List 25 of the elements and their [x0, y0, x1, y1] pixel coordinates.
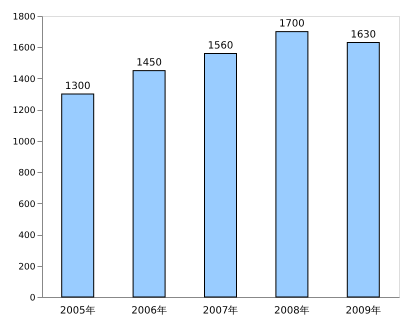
bar	[275, 31, 308, 298]
x-tick-label: 2009年	[346, 304, 382, 316]
y-tick-label: 1600	[12, 44, 36, 54]
y-tick-label: 800	[18, 168, 36, 179]
x-tick-label: 2008年	[274, 304, 310, 316]
bar	[61, 94, 94, 298]
y-tick-label: 1000	[12, 137, 36, 148]
data-label: 1450	[136, 58, 162, 69]
y-tick-label: 1800	[12, 12, 36, 22]
data-label: 1560	[208, 40, 234, 52]
y-tick-label: 1200	[12, 106, 36, 116]
data-label: 1700	[279, 18, 305, 30]
bar	[346, 42, 380, 298]
x-tick-label: 2007年	[202, 304, 238, 316]
x-tick-label: 2006年	[131, 304, 167, 316]
y-tick-label: 200	[18, 262, 36, 272]
y-tick-label: 0	[30, 294, 36, 304]
y-tick-label: 400	[18, 231, 36, 242]
bar	[132, 70, 166, 298]
data-label: 1300	[64, 81, 90, 92]
x-tick-label: 2005年	[60, 304, 96, 316]
y-tick-label: 600	[18, 200, 36, 210]
bar	[204, 52, 237, 298]
y-tick-label: 1400	[12, 74, 36, 85]
data-label: 1630	[350, 30, 376, 41]
